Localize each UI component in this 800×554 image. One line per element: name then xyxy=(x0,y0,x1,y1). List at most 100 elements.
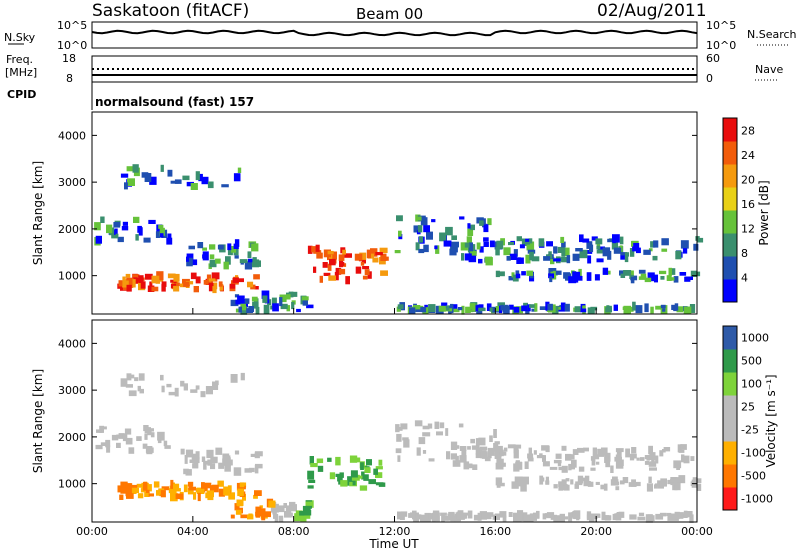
power-cell xyxy=(653,240,659,248)
velocity-cell xyxy=(542,513,547,520)
velocity-cell xyxy=(676,466,680,470)
velocity-cell xyxy=(482,454,488,459)
velocity-cell xyxy=(646,457,650,461)
power-colorbar-segment xyxy=(723,233,737,257)
velocity-cell xyxy=(590,467,596,471)
power-cell xyxy=(679,272,687,276)
power-cell xyxy=(560,302,566,312)
velocity-colorbar-segment xyxy=(723,418,737,442)
power-cell xyxy=(160,164,164,172)
velocity-colorbar-frame xyxy=(722,325,738,511)
velocity-cell xyxy=(361,471,365,480)
velocity-cell xyxy=(500,513,505,517)
power-cell xyxy=(144,173,152,182)
velocity-cell xyxy=(157,431,165,441)
velocity-cell xyxy=(163,440,168,447)
velocity-cell xyxy=(434,421,440,429)
velocity-colorbar-tick-label: 500 xyxy=(741,355,762,368)
velocity-cell xyxy=(597,448,604,457)
velocity-cell xyxy=(456,513,462,520)
velocity-cell xyxy=(589,515,595,523)
power-cell xyxy=(335,267,342,275)
velocity-cell xyxy=(603,483,608,491)
power-cell xyxy=(235,299,243,305)
power-colorbar-tick-label: 12 xyxy=(741,222,755,235)
power-cell xyxy=(666,275,672,281)
velocity-cell xyxy=(676,478,684,483)
velocity-cell xyxy=(120,378,128,387)
velocity-cell xyxy=(195,451,200,460)
velocity-cell xyxy=(396,433,402,442)
power-cell xyxy=(613,247,622,254)
power-cell xyxy=(100,216,105,223)
velocity-cell xyxy=(359,485,368,491)
velocity-cell xyxy=(210,456,218,464)
velocity-cell xyxy=(539,475,544,485)
velocity-cell xyxy=(116,442,121,448)
power-cell xyxy=(638,269,646,274)
power-cell xyxy=(397,304,404,310)
velocity-cell xyxy=(270,503,279,513)
power-cell xyxy=(503,247,511,256)
power-cell xyxy=(94,222,101,231)
power-cell xyxy=(316,252,323,259)
power-cell xyxy=(160,233,164,238)
velocity-cell xyxy=(99,425,104,433)
power-cell xyxy=(624,255,629,263)
velocity-colorbar-tick-label: 25 xyxy=(741,401,755,414)
power-cell xyxy=(598,246,605,253)
velocity-cell xyxy=(533,450,537,455)
velocity-cell xyxy=(413,513,420,522)
velocity-cell xyxy=(95,444,103,450)
velocity-cell xyxy=(574,483,579,489)
velocity-cell xyxy=(662,449,666,453)
power-cell xyxy=(515,270,520,275)
power-cell xyxy=(421,306,427,313)
power-cell xyxy=(428,304,436,313)
velocity-cell xyxy=(284,511,292,518)
nave-tick-top: 60 xyxy=(706,52,720,65)
power-cell xyxy=(364,269,370,276)
power-cell xyxy=(605,307,612,313)
velocity-cell xyxy=(96,429,103,433)
power-cell xyxy=(118,280,123,287)
power-cell xyxy=(606,305,612,309)
velocity-cell xyxy=(497,445,503,453)
velocity-cell xyxy=(118,433,125,439)
velocity-cell xyxy=(364,467,371,473)
velocity-cell xyxy=(455,458,459,464)
power-cell xyxy=(238,306,242,313)
power-cell xyxy=(508,304,514,310)
velocity-cell xyxy=(508,512,513,517)
power-cell xyxy=(468,242,473,252)
velocity-cell xyxy=(399,511,405,520)
velocity-cell xyxy=(268,500,276,508)
velocity-cell xyxy=(242,485,246,490)
power-cell xyxy=(516,306,523,314)
velocity-cell xyxy=(418,437,426,445)
velocity-cell xyxy=(308,479,316,483)
power-cell xyxy=(650,306,654,314)
velocity-cell xyxy=(479,446,488,451)
velocity-cell xyxy=(428,458,435,462)
power-cell xyxy=(166,237,173,245)
y-tick-label: 2000 xyxy=(58,431,86,444)
velocity-cell xyxy=(222,458,230,464)
velocity-cell xyxy=(175,493,184,500)
power-colorbar-segment xyxy=(723,164,737,188)
velocity-cell xyxy=(193,462,199,469)
freq-label-2: [MHz] xyxy=(5,66,37,79)
velocity-cell xyxy=(461,449,467,457)
velocity-cell xyxy=(285,505,294,511)
power-cell xyxy=(548,268,557,276)
power-cell xyxy=(319,275,323,283)
power-cell xyxy=(122,276,126,284)
velocity-cell xyxy=(586,514,593,519)
power-cell xyxy=(332,251,337,260)
power-cell xyxy=(409,307,416,314)
noise-panel: N.Sky 10^5 10^0 10^5 10^0 N.Search xyxy=(4,19,797,52)
velocity-cell xyxy=(180,448,185,455)
velocity-cell xyxy=(123,482,127,489)
velocity-cell xyxy=(106,445,111,453)
power-cell xyxy=(186,253,194,260)
